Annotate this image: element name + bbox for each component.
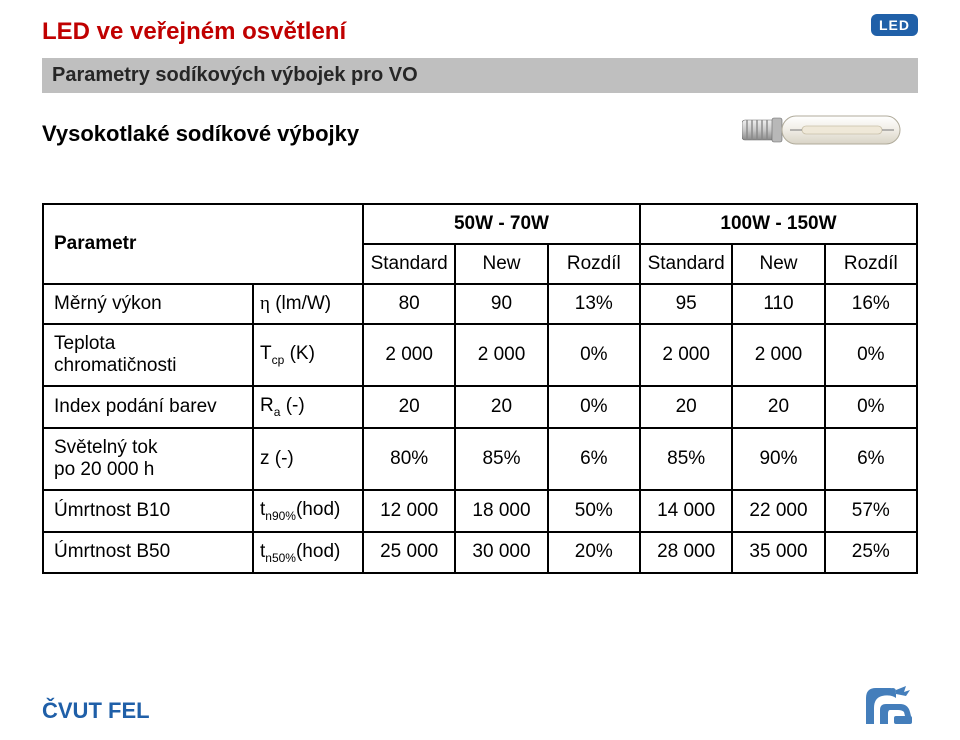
table-row: Světelný tokpo 20 000 hz (-)80%85%6%85%9… bbox=[43, 428, 917, 490]
row-label: Úmrtnost B10 bbox=[43, 490, 253, 532]
table-header-group-1: 50W - 70W bbox=[363, 204, 640, 244]
led-badge: LED bbox=[871, 14, 918, 36]
row-symbol: η (lm/W) bbox=[253, 284, 363, 324]
params-table: Parametr 50W - 70W 100W - 150W Standard … bbox=[42, 203, 918, 574]
row-label: Světelný tokpo 20 000 h bbox=[43, 428, 253, 490]
table-subheader: Standard bbox=[640, 244, 732, 284]
table-cell: 110 bbox=[732, 284, 824, 324]
table-cell: 28 000 bbox=[640, 532, 732, 574]
table-subheader: New bbox=[732, 244, 824, 284]
row-symbol: tn90%(hod) bbox=[253, 490, 363, 532]
table-cell: 0% bbox=[548, 324, 640, 386]
table-subheader: New bbox=[455, 244, 547, 284]
table-row: Měrný výkonη (lm/W)809013%9511016% bbox=[43, 284, 917, 324]
table-cell: 6% bbox=[825, 428, 917, 490]
table-cell: 50% bbox=[548, 490, 640, 532]
row-label: Teplotachromatičnosti bbox=[43, 324, 253, 386]
table-cell: 25 000 bbox=[363, 532, 455, 574]
table-cell: 6% bbox=[548, 428, 640, 490]
page-title: LED ve veřejném osvětlení bbox=[0, 0, 960, 46]
table-cell: 0% bbox=[825, 324, 917, 386]
table-cell: 80 bbox=[363, 284, 455, 324]
row-label: Měrný výkon bbox=[43, 284, 253, 324]
table-cell: 20 bbox=[455, 386, 547, 428]
row-symbol: tn50%(hod) bbox=[253, 532, 363, 574]
table-cell: 2 000 bbox=[363, 324, 455, 386]
cvut-lion-icon bbox=[860, 680, 916, 730]
table-cell: 0% bbox=[548, 386, 640, 428]
table-cell: 80% bbox=[363, 428, 455, 490]
table-cell: 2 000 bbox=[455, 324, 547, 386]
table-subheader: Rozdíl bbox=[548, 244, 640, 284]
table-cell: 20 bbox=[363, 386, 455, 428]
table-header-parametr: Parametr bbox=[43, 204, 363, 284]
table-cell: 20 bbox=[732, 386, 824, 428]
table-subheader: Standard bbox=[363, 244, 455, 284]
table-cell: 85% bbox=[640, 428, 732, 490]
row-label: Index podání barev bbox=[43, 386, 253, 428]
row-symbol: z (-) bbox=[253, 428, 363, 490]
table-cell: 12 000 bbox=[363, 490, 455, 532]
bulb-icon bbox=[742, 108, 912, 152]
row-symbol: Ra (-) bbox=[253, 386, 363, 428]
table-cell: 30 000 bbox=[455, 532, 547, 574]
table-row: Úmrtnost B50tn50%(hod)25 00030 00020%28 … bbox=[43, 532, 917, 574]
table-cell: 2 000 bbox=[732, 324, 824, 386]
table-cell: 35 000 bbox=[732, 532, 824, 574]
table-cell: 16% bbox=[825, 284, 917, 324]
table-cell: 20% bbox=[548, 532, 640, 574]
table-cell: 95 bbox=[640, 284, 732, 324]
table-cell: 85% bbox=[455, 428, 547, 490]
table-cell: 57% bbox=[825, 490, 917, 532]
section-bar: Parametry sodíkových výbojek pro VO bbox=[42, 58, 918, 93]
table-cell: 14 000 bbox=[640, 490, 732, 532]
table-cell: 90% bbox=[732, 428, 824, 490]
footer-label: ČVUT FEL bbox=[42, 698, 150, 724]
table-cell: 13% bbox=[548, 284, 640, 324]
table-subheader: Rozdíl bbox=[825, 244, 917, 284]
table-cell: 18 000 bbox=[455, 490, 547, 532]
table-cell: 22 000 bbox=[732, 490, 824, 532]
table-cell: 90 bbox=[455, 284, 547, 324]
table-cell: 25% bbox=[825, 532, 917, 574]
row-label: Úmrtnost B50 bbox=[43, 532, 253, 574]
row-symbol: Tcp (K) bbox=[253, 324, 363, 386]
table-cell: 0% bbox=[825, 386, 917, 428]
table-row: Úmrtnost B10tn90%(hod)12 00018 00050%14 … bbox=[43, 490, 917, 532]
table-cell: 20 bbox=[640, 386, 732, 428]
table-row: TeplotachromatičnostiTcp (K)2 0002 0000%… bbox=[43, 324, 917, 386]
table-cell: 2 000 bbox=[640, 324, 732, 386]
table-row: Index podání barevRa (-)20200%20200% bbox=[43, 386, 917, 428]
table-header-group-2: 100W - 150W bbox=[640, 204, 917, 244]
